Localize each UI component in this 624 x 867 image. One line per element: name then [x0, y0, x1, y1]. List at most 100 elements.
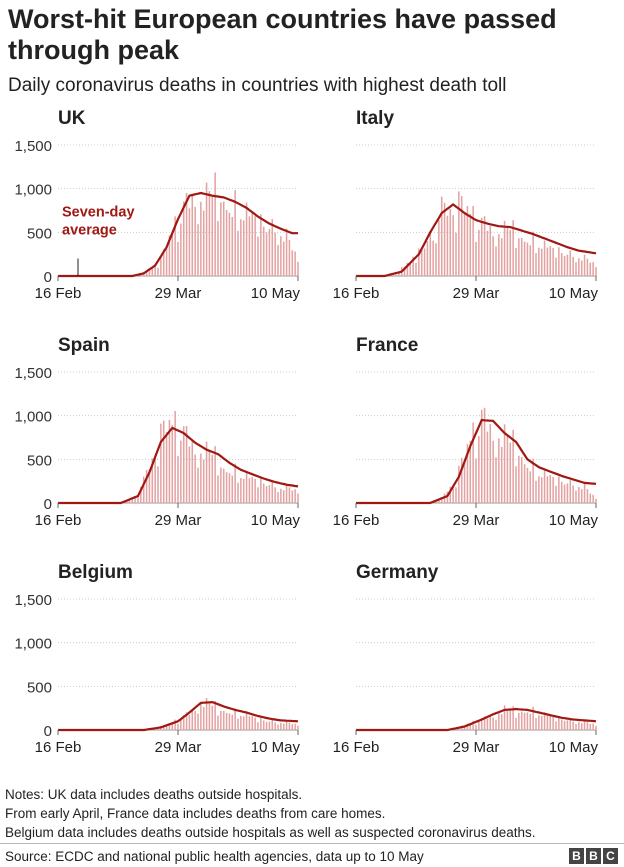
chart-subtitle: Daily coronavirus deaths in countries wi… — [8, 75, 507, 96]
daily-bar — [455, 487, 457, 503]
daily-bar — [512, 706, 514, 730]
daily-bar — [549, 715, 552, 730]
daily-bar — [194, 454, 196, 503]
daily-bar — [566, 720, 569, 730]
daily-bar — [492, 440, 494, 503]
daily-bar — [563, 484, 566, 503]
daily-bar — [452, 485, 454, 503]
daily-bar — [280, 488, 282, 503]
daily-bar — [217, 715, 219, 730]
daily-bar — [495, 457, 497, 503]
daily-bar — [466, 206, 469, 276]
daily-bar — [185, 426, 188, 503]
daily-bar — [268, 485, 271, 503]
daily-bar — [418, 248, 420, 276]
daily-bar — [566, 254, 569, 276]
daily-bar — [535, 718, 537, 730]
daily-bar — [234, 463, 236, 503]
daily-bar — [523, 712, 526, 730]
daily-bar — [288, 239, 291, 276]
daily-bar — [515, 466, 517, 503]
daily-bar — [151, 267, 154, 276]
daily-bar — [225, 712, 228, 730]
daily-bar — [225, 209, 228, 276]
daily-bar — [529, 471, 532, 503]
daily-bar — [595, 267, 597, 276]
daily-bar — [271, 719, 274, 730]
daily-bar — [248, 716, 251, 730]
daily-bar — [543, 712, 546, 730]
average-line — [356, 418, 597, 505]
daily-bar — [489, 225, 492, 276]
daily-bar — [214, 700, 216, 730]
daily-bar — [503, 424, 506, 503]
average-line — [356, 203, 597, 278]
daily-bar — [228, 212, 231, 276]
daily-bar — [438, 499, 440, 503]
daily-bar — [174, 719, 176, 730]
daily-bar — [546, 716, 549, 730]
daily-bar — [503, 705, 506, 730]
y-tick-label: 1,500 — [14, 138, 52, 155]
daily-bar — [518, 455, 520, 503]
daily-bar — [225, 472, 228, 503]
daily-bar — [128, 500, 131, 503]
daily-bar — [469, 213, 472, 276]
daily-bar — [560, 481, 563, 503]
daily-bar — [403, 266, 406, 276]
daily-bar — [500, 714, 503, 730]
source-text: Source: ECDC and national public health … — [5, 849, 424, 864]
daily-bar — [265, 721, 268, 730]
daily-bar — [260, 214, 262, 276]
daily-bar — [165, 724, 168, 730]
daily-bar — [248, 478, 251, 503]
daily-bar — [285, 484, 288, 503]
daily-bar — [463, 459, 466, 503]
daily-bar — [222, 468, 225, 503]
daily-bar — [157, 728, 159, 730]
daily-bar — [291, 724, 294, 730]
daily-bar — [575, 490, 577, 503]
daily-bar — [538, 476, 540, 503]
chart-title: Worst-hit European countries have passed… — [8, 4, 557, 65]
daily-bar — [486, 230, 489, 276]
panel-title: Spain — [58, 335, 110, 356]
note-line: Notes: UK data includes deaths outside h… — [5, 787, 303, 802]
annotation-label: average — [62, 223, 117, 239]
footer-divider — [0, 843, 624, 844]
daily-bar — [254, 717, 256, 730]
daily-bar — [177, 455, 179, 503]
daily-bar — [242, 220, 245, 276]
daily-bar — [432, 240, 434, 276]
daily-bar — [460, 196, 463, 276]
y-tick-label: 1,000 — [14, 636, 52, 653]
daily-bar — [220, 467, 222, 503]
daily-bar — [188, 714, 191, 730]
daily-bar — [472, 422, 474, 503]
daily-bar — [191, 194, 194, 276]
daily-bar — [237, 482, 239, 503]
daily-bar — [165, 247, 168, 276]
daily-bar — [469, 723, 472, 730]
bbc-logo-block: C — [603, 848, 618, 864]
bbc-logo-block: B — [569, 848, 584, 864]
daily-bar — [518, 712, 520, 730]
daily-bar — [532, 706, 534, 730]
daily-bar — [234, 708, 236, 730]
daily-bar — [583, 720, 586, 730]
daily-bar — [180, 440, 182, 503]
daily-bar — [222, 201, 225, 276]
daily-bar — [262, 483, 265, 503]
x-tick-label: 29 Mar — [453, 739, 500, 756]
daily-bar — [228, 473, 231, 503]
daily-bar — [495, 246, 497, 276]
daily-bar — [535, 480, 537, 503]
daily-bar — [222, 710, 225, 730]
daily-bar — [472, 206, 474, 276]
daily-bar — [151, 458, 154, 503]
daily-bar — [589, 262, 592, 276]
panel-title: Italy — [356, 108, 394, 129]
daily-bar — [251, 212, 254, 276]
daily-bar — [532, 458, 534, 503]
daily-bar — [231, 714, 234, 730]
